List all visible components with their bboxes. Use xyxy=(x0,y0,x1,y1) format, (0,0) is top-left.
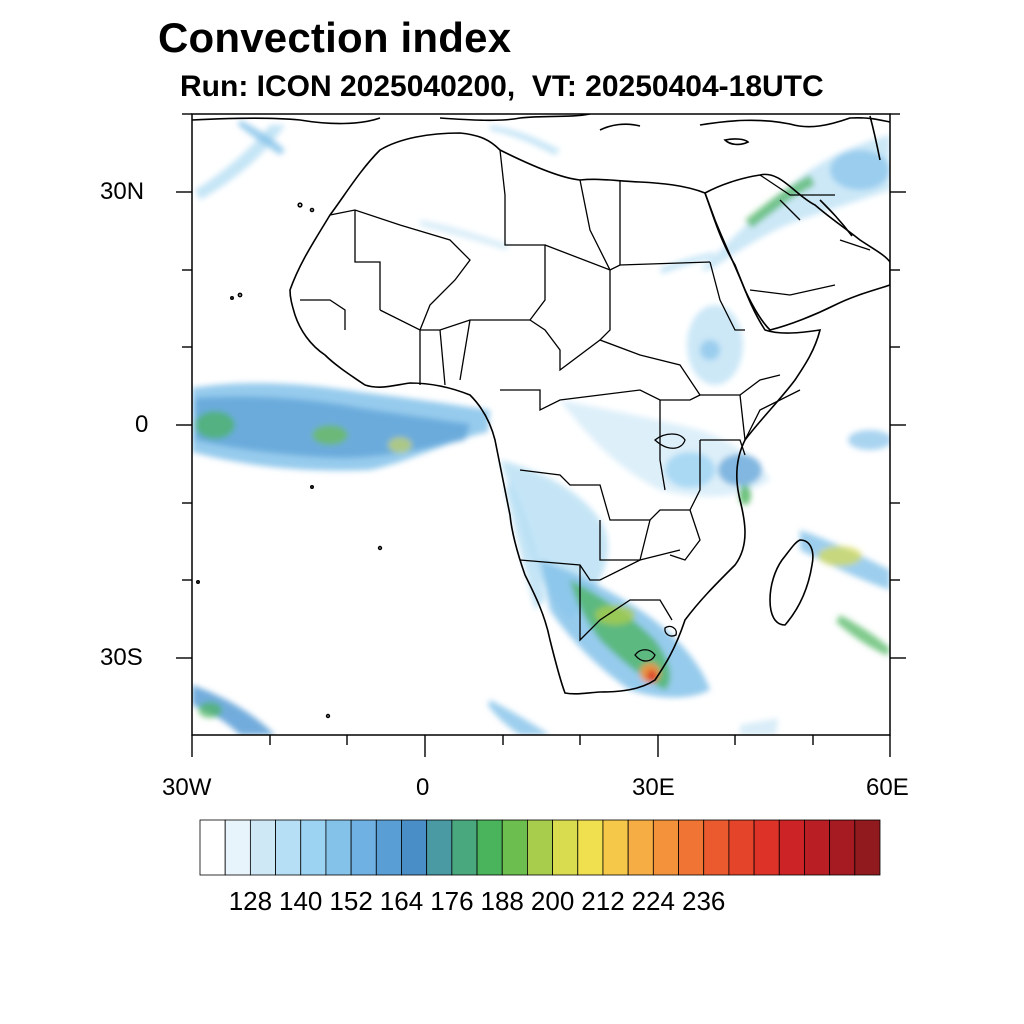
colorbar-box xyxy=(552,819,579,876)
colorbar-box xyxy=(678,819,705,876)
map-title: Convection index xyxy=(158,14,512,61)
colorbar-box xyxy=(778,819,805,876)
colorbar-box xyxy=(426,819,453,876)
colorbar-box xyxy=(829,819,856,876)
lon-label-30w: 30W xyxy=(162,774,212,801)
colorbar-box xyxy=(627,819,654,876)
colorbar-box xyxy=(602,819,629,876)
convection-field xyxy=(192,120,890,735)
colorbar-box xyxy=(728,819,755,876)
colorbar-label: 236 xyxy=(681,886,726,916)
colorbar-label: 188 xyxy=(480,886,524,916)
lon-label-30e: 30E xyxy=(632,774,675,801)
lon-label-0: 0 xyxy=(416,774,430,801)
colorbar-box xyxy=(350,819,377,876)
coastlines-borders xyxy=(192,114,890,719)
colorbar-box xyxy=(300,819,327,876)
colorbar-box xyxy=(501,819,528,876)
colorbar-box xyxy=(375,819,402,876)
lon-label-60e: 60E xyxy=(866,774,909,801)
colorbar-box xyxy=(325,819,352,876)
colorbar-box xyxy=(527,819,553,876)
colorbar-box xyxy=(652,819,679,876)
colorbar-label: 176 xyxy=(430,886,474,916)
colorbar-box xyxy=(401,819,428,876)
colorbar-box xyxy=(451,819,478,876)
colorbar-box xyxy=(249,819,276,876)
colorbar-label: 128 xyxy=(228,886,273,916)
colorbar-box xyxy=(275,819,302,876)
lat-label-30s: 30S xyxy=(100,644,143,671)
colorbar-label: 200 xyxy=(530,886,575,916)
colorbar-box xyxy=(476,819,503,876)
colorbar-label: 164 xyxy=(379,886,424,916)
colorbar-label: 140 xyxy=(278,886,323,916)
madagascar-coastline xyxy=(769,539,814,626)
colorbar xyxy=(199,819,881,876)
colorbar-box xyxy=(199,819,226,876)
map-subtitle: Run: ICON 2025040200, VT: 20250404-18UTC xyxy=(180,70,824,103)
lat-label-30n: 30N xyxy=(100,178,145,205)
africa-coastline xyxy=(289,132,822,695)
colorbar-box xyxy=(854,819,881,876)
colorbar-box xyxy=(703,819,730,876)
colorbar-box xyxy=(224,819,251,876)
colorbar-label: 212 xyxy=(581,886,625,916)
colorbar-box xyxy=(753,819,780,876)
lat-label-0: 0 xyxy=(135,411,149,438)
colorbar-box xyxy=(804,819,831,876)
colorbar-label: 224 xyxy=(631,886,675,916)
colorbar-box xyxy=(577,819,604,876)
colorbar-label: 152 xyxy=(329,886,373,916)
map-ticks xyxy=(176,113,906,757)
europe-coastline xyxy=(192,117,381,125)
